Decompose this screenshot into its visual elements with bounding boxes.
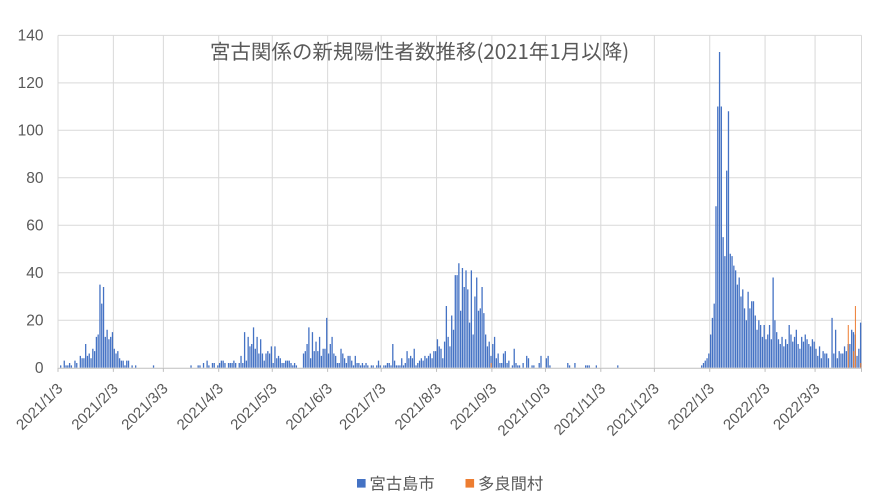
svg-text:20: 20 [26,313,44,330]
svg-text:100: 100 [18,123,44,140]
svg-text:0: 0 [35,360,44,377]
svg-text:140: 140 [18,28,44,45]
svg-text:60: 60 [26,218,44,235]
svg-text:80: 80 [26,170,44,187]
svg-text:40: 40 [26,265,44,282]
svg-text:120: 120 [18,75,44,92]
